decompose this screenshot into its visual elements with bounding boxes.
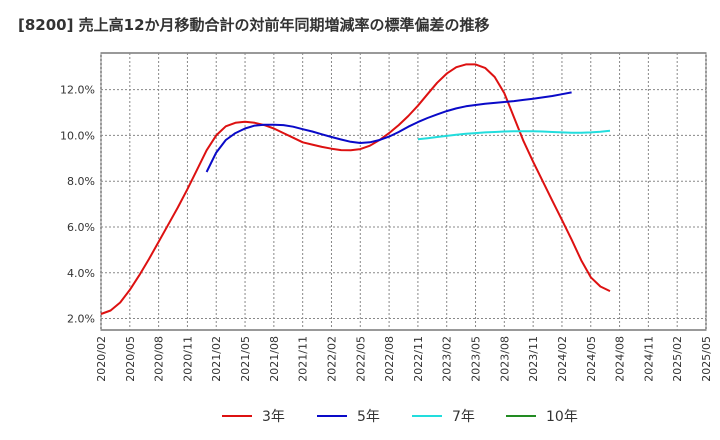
x-tick-label: 2020/11 bbox=[181, 336, 194, 382]
legend-item: 10年 bbox=[506, 406, 578, 426]
x-tick-label: 2024/02 bbox=[556, 336, 569, 382]
series-line-5年 bbox=[205, 91, 572, 173]
x-axis-ticks: 2020/02 2020/05 2020/08 2020/11 2021/02 2021/… bbox=[95, 336, 713, 382]
x-tick-label: 2022/02 bbox=[325, 336, 338, 382]
legend: 3年 5年 7年 10年 bbox=[0, 400, 720, 430]
legend-swatch bbox=[222, 415, 252, 417]
legend-label: 7年 bbox=[452, 409, 475, 425]
x-tick-label: 2020/08 bbox=[153, 336, 166, 382]
y-tick-label: 2.0% bbox=[67, 313, 95, 326]
y-tick-label: 10.0% bbox=[60, 129, 95, 142]
x-tick-label: 2024/05 bbox=[585, 336, 598, 382]
y-tick-label: 12.0% bbox=[60, 84, 95, 97]
x-tick-label: 2023/05 bbox=[470, 336, 483, 382]
series-line-7年 bbox=[417, 129, 611, 141]
legend-item: 7年 bbox=[412, 406, 475, 426]
x-tick-label: 2020/05 bbox=[124, 336, 137, 382]
x-tick-label: 2022/08 bbox=[383, 336, 396, 382]
x-tick-label: 2025/02 bbox=[671, 336, 684, 382]
chart-title: [8200] 売上高12か月移動合計の対前年同期増減率の標準偏差の推移 bbox=[18, 16, 490, 34]
x-tick-label: 2024/11 bbox=[642, 336, 655, 382]
x-tick-label: 2023/11 bbox=[527, 336, 540, 382]
series-lines bbox=[100, 63, 611, 315]
series-line-3年 bbox=[100, 63, 611, 315]
legend-label: 5年 bbox=[357, 409, 380, 425]
y-tick-label: 6.0% bbox=[67, 221, 95, 234]
legend-item: 5年 bbox=[317, 406, 380, 426]
legend-label: 3年 bbox=[262, 409, 285, 425]
x-tick-label: 2024/08 bbox=[614, 336, 627, 382]
x-tick-label: 2021/05 bbox=[239, 336, 252, 382]
x-tick-label: 2021/08 bbox=[268, 336, 281, 382]
x-tick-label: 2021/02 bbox=[210, 336, 223, 382]
x-tick-label: 2022/11 bbox=[412, 336, 425, 382]
y-tick-label: 8.0% bbox=[67, 175, 95, 188]
legend-swatch bbox=[506, 415, 536, 417]
legend-item: 3年 bbox=[222, 406, 285, 426]
legend-swatch bbox=[412, 415, 442, 417]
x-tick-label: 2020/02 bbox=[95, 336, 108, 382]
y-axis-ticks: 2.0% 4.0% 6.0% 8.0% 10.0% 12.0% bbox=[60, 84, 95, 326]
grid-lines bbox=[100, 53, 707, 330]
plot-area bbox=[100, 52, 707, 331]
x-tick-label: 2025/05 bbox=[700, 336, 713, 382]
y-tick-label: 4.0% bbox=[67, 267, 95, 280]
legend-swatch bbox=[317, 415, 347, 417]
x-tick-label: 2022/05 bbox=[354, 336, 367, 382]
legend-label: 10年 bbox=[546, 409, 578, 425]
x-tick-label: 2023/02 bbox=[441, 336, 454, 382]
x-tick-label: 2023/08 bbox=[498, 336, 511, 382]
x-tick-label: 2021/11 bbox=[297, 336, 310, 382]
